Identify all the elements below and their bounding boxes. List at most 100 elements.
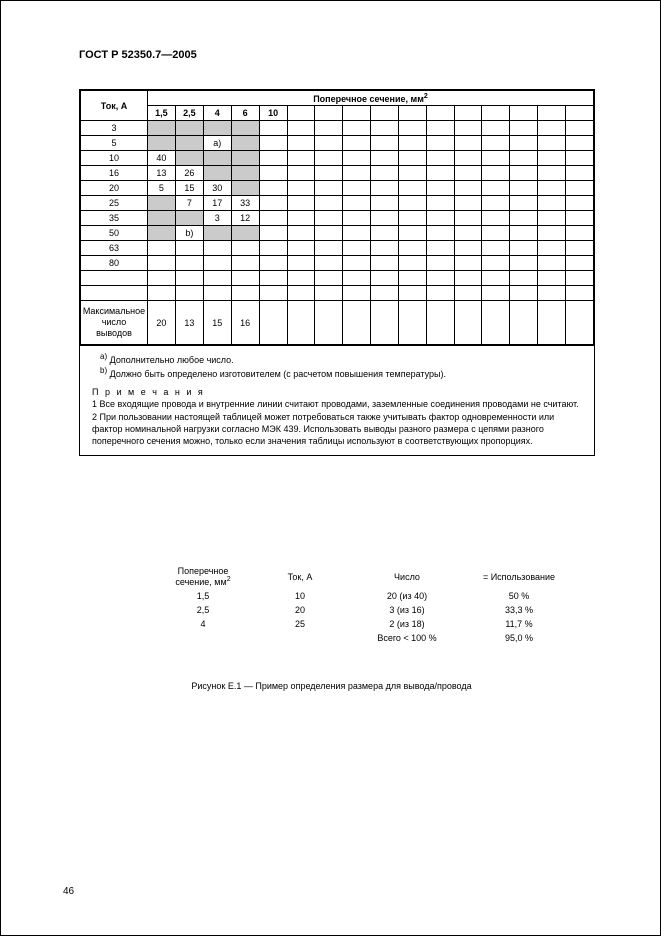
table-cell xyxy=(259,286,287,301)
table-cell xyxy=(454,271,482,286)
table-cell xyxy=(147,286,175,301)
table-row: 80 xyxy=(81,256,594,271)
table-cell xyxy=(231,226,259,241)
table-cell xyxy=(371,196,399,211)
table-cell xyxy=(565,151,593,166)
table-cell xyxy=(538,151,566,166)
table-cell xyxy=(343,211,371,226)
column-header xyxy=(371,106,399,121)
table-cell xyxy=(259,136,287,151)
table-cell xyxy=(231,256,259,271)
table-cell xyxy=(343,226,371,241)
table-cell xyxy=(343,166,371,181)
example-cell: 1,5 xyxy=(153,590,253,602)
table-cell xyxy=(510,151,538,166)
table-cell xyxy=(454,121,482,136)
table-cell xyxy=(398,151,426,166)
table-cell xyxy=(538,121,566,136)
table-cell xyxy=(371,211,399,226)
table-cell: 40 xyxy=(147,151,175,166)
table-cell xyxy=(454,241,482,256)
table-cell xyxy=(538,271,566,286)
table-row: 161326 xyxy=(81,166,594,181)
table-cell xyxy=(454,196,482,211)
table-row: 63 xyxy=(81,241,594,256)
doc-header: ГОСТ Р 52350.7—2005 xyxy=(79,49,197,61)
table-cell xyxy=(287,196,315,211)
table-cell xyxy=(398,211,426,226)
table-cell xyxy=(287,136,315,151)
example-table: Поперечное сечение, мм2 Ток, А Число = И… xyxy=(151,563,571,646)
column-header xyxy=(565,106,593,121)
row-label xyxy=(81,286,148,301)
table-cell xyxy=(315,256,343,271)
max-row-cell xyxy=(454,301,482,345)
table-cell: a) xyxy=(203,136,231,151)
row-header-label: Ток, А xyxy=(81,91,148,121)
table-cell xyxy=(259,181,287,196)
table-cell: b) xyxy=(175,226,203,241)
table-cell xyxy=(565,196,593,211)
table-cell: 30 xyxy=(203,181,231,196)
table-cell xyxy=(454,211,482,226)
table-cell xyxy=(203,166,231,181)
table-cell xyxy=(259,151,287,166)
table-cell xyxy=(426,181,454,196)
table-cell xyxy=(203,286,231,301)
max-row-cell: 15 xyxy=(203,301,231,345)
table-cell xyxy=(482,226,510,241)
table-cell xyxy=(398,226,426,241)
table-cell xyxy=(371,121,399,136)
table-cell xyxy=(482,121,510,136)
max-row-cell xyxy=(315,301,343,345)
table-cell xyxy=(175,151,203,166)
table-cell xyxy=(343,256,371,271)
example-cell: 50 % xyxy=(469,590,569,602)
table-row: 1040 xyxy=(81,151,594,166)
column-header xyxy=(287,106,315,121)
table-cell xyxy=(538,286,566,301)
table-cell xyxy=(203,241,231,256)
table-cell xyxy=(175,286,203,301)
table-cell xyxy=(315,136,343,151)
table-cell xyxy=(426,151,454,166)
table-cell xyxy=(426,136,454,151)
row-label: 16 xyxy=(81,166,148,181)
table-cell xyxy=(538,256,566,271)
table-cell xyxy=(398,166,426,181)
table-cell xyxy=(426,211,454,226)
table-cell xyxy=(426,271,454,286)
table-cell: 26 xyxy=(175,166,203,181)
table-cell xyxy=(454,226,482,241)
table-cell: 17 xyxy=(203,196,231,211)
column-header xyxy=(343,106,371,121)
table-cell xyxy=(510,196,538,211)
example-row: 4252 (из 18)11,7 % xyxy=(153,618,569,630)
table-cell xyxy=(343,271,371,286)
max-row-cell xyxy=(426,301,454,345)
table-cell xyxy=(203,151,231,166)
column-header xyxy=(510,106,538,121)
table-cell xyxy=(343,286,371,301)
table-cell xyxy=(482,166,510,181)
column-header: 4 xyxy=(203,106,231,121)
table-cell xyxy=(454,286,482,301)
table-cell xyxy=(510,181,538,196)
table-row: 5a) xyxy=(81,136,594,151)
table-notes: a) Дополнительно любое число. b) Должно … xyxy=(80,345,594,455)
table-cell xyxy=(398,181,426,196)
table-cell xyxy=(510,286,538,301)
col-group-header: Поперечное сечение, мм2 xyxy=(147,91,593,106)
column-header: 1,5 xyxy=(147,106,175,121)
table-cell xyxy=(538,226,566,241)
table-cell xyxy=(510,166,538,181)
table-cell xyxy=(315,241,343,256)
table-cell xyxy=(259,121,287,136)
example-cell: 2 (из 18) xyxy=(347,618,467,630)
table-cell xyxy=(482,211,510,226)
table-cell xyxy=(454,136,482,151)
table-cell xyxy=(565,136,593,151)
row-label: 50 xyxy=(81,226,148,241)
column-header: 2,5 xyxy=(175,106,203,121)
table-cell xyxy=(147,196,175,211)
